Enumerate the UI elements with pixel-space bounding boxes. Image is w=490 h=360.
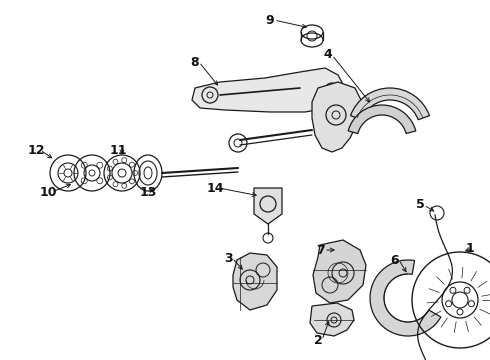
Wedge shape [350, 88, 429, 120]
Text: 12: 12 [27, 144, 45, 157]
Polygon shape [312, 82, 362, 152]
Text: 8: 8 [191, 55, 199, 68]
Polygon shape [192, 68, 345, 112]
Text: 7: 7 [316, 243, 324, 256]
Polygon shape [310, 303, 354, 336]
Text: 10: 10 [39, 185, 57, 198]
Wedge shape [370, 260, 441, 336]
Text: 1: 1 [466, 242, 474, 255]
Text: 14: 14 [206, 181, 224, 194]
Text: 13: 13 [139, 185, 157, 198]
Polygon shape [254, 188, 282, 224]
Polygon shape [313, 240, 366, 303]
Text: 5: 5 [416, 198, 424, 211]
Text: 4: 4 [323, 49, 332, 62]
Text: 6: 6 [391, 253, 399, 266]
Text: 3: 3 [224, 252, 232, 265]
Text: 2: 2 [314, 333, 322, 346]
Text: 11: 11 [109, 144, 127, 157]
Text: 9: 9 [266, 13, 274, 27]
Polygon shape [233, 253, 277, 310]
Wedge shape [348, 105, 416, 134]
